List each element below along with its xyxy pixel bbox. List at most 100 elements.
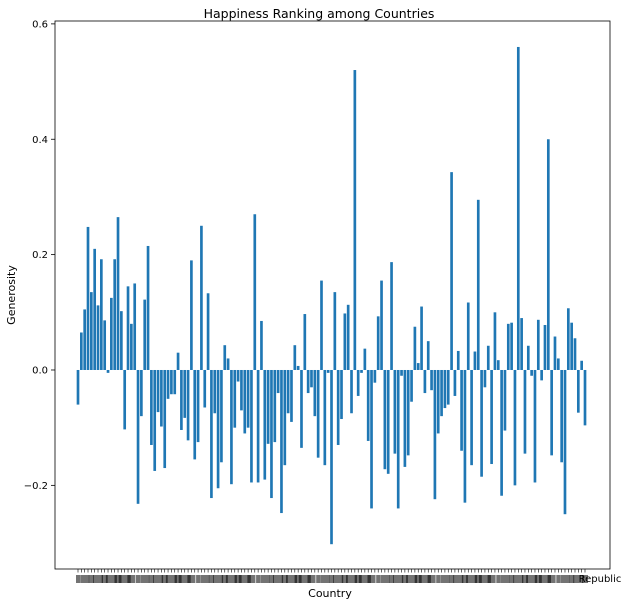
bar (563, 369, 567, 515)
bar (333, 292, 337, 370)
bar (83, 309, 87, 370)
x-tick-label-fragment (269, 575, 274, 583)
bar (106, 369, 110, 373)
x-tick-label-last: Republic (579, 574, 622, 585)
bar (86, 226, 90, 370)
bar (433, 369, 437, 500)
y-tick-label: 0.6 (32, 19, 48, 30)
bar (316, 369, 320, 458)
bar (343, 313, 347, 370)
x-tick-label-fragment (114, 575, 122, 583)
x-tick-label-fragment (556, 575, 561, 583)
x-tick-label-fragment (298, 575, 311, 583)
bar (156, 369, 160, 413)
bar (363, 348, 367, 370)
x-tick-label-fragment (80, 575, 90, 583)
bar (566, 308, 570, 370)
x-tick-label-fragment (256, 575, 261, 583)
bar (330, 369, 333, 545)
x-tick-label-fragment (316, 575, 321, 583)
bar (516, 46, 520, 370)
bar (533, 369, 537, 483)
x-tick-label-fragment (76, 575, 80, 583)
bar (100, 259, 103, 370)
x-tick-label-fragment (196, 575, 201, 583)
x-tick-label-fragment (127, 575, 136, 583)
bar (446, 369, 450, 405)
bar (116, 217, 120, 370)
bar (103, 320, 107, 370)
bar (153, 369, 157, 471)
bar (230, 369, 233, 485)
bar (483, 369, 487, 388)
x-tick-label-fragment (273, 575, 284, 583)
bar (386, 369, 390, 474)
x-tick-label-fragment (539, 575, 551, 583)
bar (180, 369, 183, 430)
bar (253, 214, 257, 370)
bar (296, 365, 300, 370)
bar (443, 369, 447, 409)
x-tick-label-fragment (225, 575, 237, 583)
y-tick-label: −0.2 (24, 481, 48, 492)
y-axis: −0.2 0.0 0.2 0.4 0.6 (24, 19, 55, 492)
bar (123, 369, 127, 430)
bar (120, 311, 123, 370)
bar (270, 369, 273, 499)
bar (506, 323, 510, 370)
bar (466, 302, 470, 370)
bar (166, 369, 170, 399)
bar (293, 345, 297, 370)
x-tick-label-fragment (281, 575, 288, 583)
x-tick-labels-overlap (76, 575, 588, 583)
bar (453, 369, 457, 396)
x-tick-label-fragment (573, 575, 584, 583)
bar (203, 369, 207, 408)
bar (80, 332, 83, 370)
x-tick-label-fragment (178, 575, 191, 583)
bars-group (76, 46, 587, 545)
bar (133, 283, 137, 370)
x-tick-label-fragment (208, 575, 214, 583)
x-tick-label-fragment (294, 575, 302, 583)
x-tick-label-fragment (105, 575, 117, 583)
bar (206, 293, 210, 370)
bar (236, 369, 240, 382)
bar (393, 369, 397, 454)
bar (573, 338, 577, 370)
bar (570, 322, 573, 370)
bar (226, 358, 230, 370)
x-axis-label: Country (308, 587, 352, 600)
bar (286, 369, 290, 414)
bar (190, 260, 193, 370)
x-tick-label-fragment (436, 575, 441, 583)
bar (160, 369, 163, 427)
x-tick-label-fragment (329, 575, 334, 583)
bar (416, 363, 420, 370)
x-tick-label-fragment (136, 575, 140, 583)
bar (520, 318, 523, 370)
bar (256, 369, 260, 483)
bar (536, 319, 540, 370)
bar (246, 369, 250, 428)
x-tick-label-fragment (440, 575, 450, 583)
x-tick-label-fragment (401, 575, 408, 583)
x-tick-label-fragment (461, 575, 468, 583)
bar (576, 369, 580, 413)
bar (490, 369, 493, 465)
x-tick-label-fragment (174, 575, 182, 583)
bar (376, 316, 380, 370)
bar (460, 369, 463, 451)
bar (423, 369, 427, 394)
bar (543, 325, 547, 370)
bar (276, 369, 280, 394)
x-tick-label-fragment (380, 575, 390, 583)
bar (283, 369, 287, 466)
bar (170, 369, 173, 395)
x-tick-label-fragment (522, 575, 528, 583)
bar (420, 306, 423, 370)
bar (450, 172, 453, 370)
bar (560, 369, 563, 463)
bar (510, 322, 513, 370)
bar (406, 369, 410, 456)
